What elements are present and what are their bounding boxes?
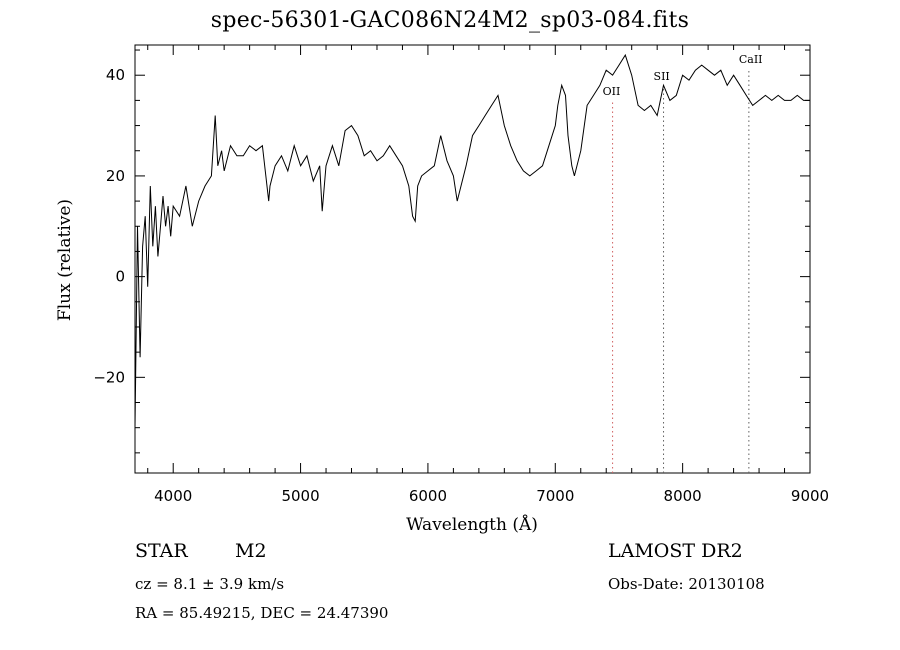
y-axis-ticks: −20 0 20 40 xyxy=(93,49,810,454)
y-tick-label: 40 xyxy=(106,66,125,84)
survey-name: LAMOST DR2 xyxy=(608,540,743,562)
x-tick-label: 7000 xyxy=(536,487,574,505)
x-tick-label: 6000 xyxy=(409,487,447,505)
ra-dec: RA = 85.49215, DEC = 24.47390 xyxy=(135,604,389,622)
x-tick-label: 4000 xyxy=(154,487,192,505)
plot-frame xyxy=(134,44,811,474)
reference-line-labels: OII SII CaII xyxy=(603,53,763,98)
y-tick-label: −20 xyxy=(93,368,125,386)
chart-title: spec-56301-GAC086N24M2_sp03-084.fits xyxy=(210,8,690,33)
reference-line-label: CaII xyxy=(739,53,763,66)
reference-line-label: SII xyxy=(654,70,670,83)
redshift-cz: cz = 8.1 ± 3.9 km/s xyxy=(135,575,285,593)
x-axis-ticks: 4000 5000 6000 7000 8000 9000 xyxy=(147,45,829,505)
spectrum-series-line xyxy=(134,53,810,428)
y-tick-label: 20 xyxy=(106,167,125,185)
object-subclass: M2 xyxy=(235,540,267,562)
y-axis-label: Flux (relative) xyxy=(55,199,75,321)
x-axis-label: Wavelength (Å) xyxy=(406,514,538,535)
x-tick-label: 8000 xyxy=(664,487,702,505)
y-tick-label: 0 xyxy=(115,268,125,286)
reference-lines xyxy=(612,68,750,473)
object-class: STAR xyxy=(135,540,188,562)
x-tick-label: 9000 xyxy=(791,487,829,505)
x-tick-label: 5000 xyxy=(281,487,319,505)
obs-date: Obs-Date: 20130108 xyxy=(608,575,765,593)
reference-line-label: OII xyxy=(603,85,621,98)
